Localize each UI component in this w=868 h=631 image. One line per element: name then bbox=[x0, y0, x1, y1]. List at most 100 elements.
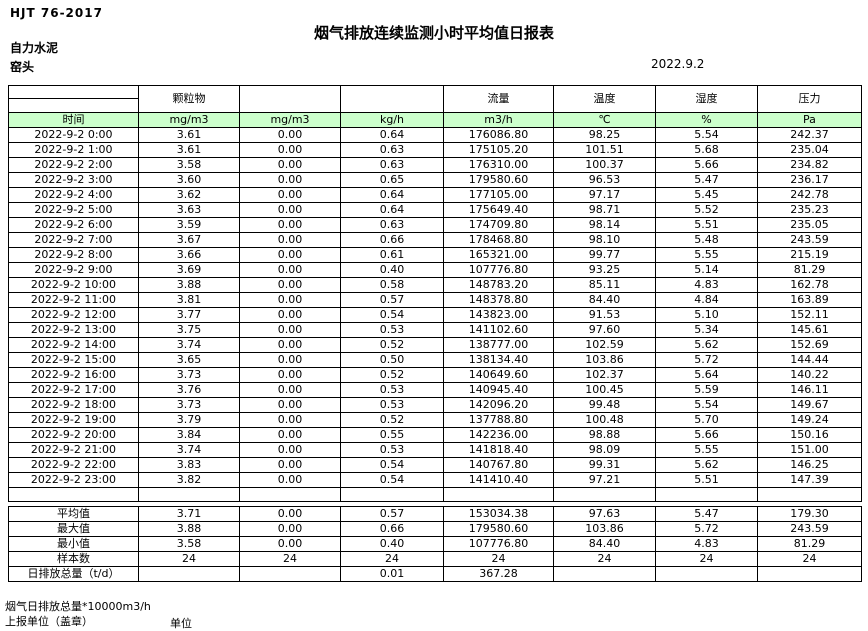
time-header-split-cell bbox=[8, 85, 139, 113]
table-row: 2022-9-2 14:00 3.74 0.00 0.52 138777.00 102.5… bbox=[8, 337, 862, 353]
row-label-cell: 2022-9-2 8:00 bbox=[8, 247, 139, 263]
split-cell-top bbox=[9, 87, 138, 99]
value-cell: 0.54 bbox=[340, 472, 444, 488]
value-cell: 0.53 bbox=[340, 382, 444, 398]
report-title: 烟气排放连续监测小时平均值日报表 bbox=[313, 24, 554, 42]
summary-value-cell bbox=[239, 566, 341, 583]
value-cell: 162.78 bbox=[757, 277, 862, 293]
summary-value-cell: 3.88 bbox=[138, 521, 240, 538]
value-cell: 3.63 bbox=[138, 202, 240, 218]
value-cell: 0.64 bbox=[340, 187, 444, 203]
table-row: 2022-9-2 5:00 3.63 0.00 0.64 175649.40 98.71 5… bbox=[8, 202, 862, 218]
row-label-cell: 2022-9-2 17:00 bbox=[8, 382, 139, 398]
value-cell: 0.63 bbox=[340, 142, 444, 158]
row-label-cell: 2022-9-2 18:00 bbox=[8, 397, 139, 413]
table-row: 2022-9-2 3:00 3.60 0.00 0.65 179580.60 96.53 5… bbox=[8, 172, 862, 188]
summary-value-cell: 0.01 bbox=[340, 566, 444, 583]
summary-value-cell: 81.29 bbox=[757, 536, 862, 553]
value-cell: 146.11 bbox=[757, 382, 862, 398]
value-cell: 138134.40 bbox=[443, 352, 554, 368]
summary-value-cell: 3.58 bbox=[138, 536, 240, 553]
value-cell: 5.54 bbox=[655, 397, 758, 413]
company-name: 自力水泥 bbox=[10, 41, 59, 55]
value-cell: 235.04 bbox=[757, 142, 862, 158]
table-row: 2022-9-2 6:00 3.59 0.00 0.63 174709.80 98.14 5… bbox=[8, 217, 862, 233]
table-row: 2022-9-2 22:00 3.83 0.00 0.54 140767.80 99.31… bbox=[8, 457, 862, 473]
value-cell: 5.45 bbox=[655, 187, 758, 203]
summary-value-cell: 0.00 bbox=[239, 521, 341, 538]
value-cell: 103.86 bbox=[553, 352, 656, 368]
value-cell: 147.39 bbox=[757, 472, 862, 488]
value-cell: 178468.80 bbox=[443, 232, 554, 248]
value-cell: 150.16 bbox=[757, 427, 862, 443]
parameter-header-row: 颗粒物 流量 温度 湿度 压力 bbox=[8, 85, 862, 113]
value-cell: 0.00 bbox=[239, 307, 341, 323]
value-cell: 97.21 bbox=[553, 472, 656, 488]
summary-table: 平均值 3.71 0.00 0.57 153034.38 97.63 5.47 179.30 最… bbox=[8, 506, 862, 583]
summary-value-cell: 107776.80 bbox=[443, 536, 554, 553]
row-label-cell: 2022-9-2 20:00 bbox=[8, 427, 139, 443]
row-label-cell: 日排放总量（t/d） bbox=[8, 566, 139, 583]
summary-value-cell: 0.57 bbox=[340, 506, 444, 523]
value-cell: 140945.40 bbox=[443, 382, 554, 398]
value-cell: 0.61 bbox=[340, 247, 444, 263]
value-cell: 242.78 bbox=[757, 187, 862, 203]
value-cell: 0.00 bbox=[239, 262, 341, 278]
value-cell: 3.75 bbox=[138, 322, 240, 338]
row-label-cell: 2022-9-2 14:00 bbox=[8, 337, 139, 353]
table-row: 2022-9-2 18:00 3.73 0.00 0.53 142096.20 99.48… bbox=[8, 397, 862, 413]
unit-header-row: 时间 mg/m3 mg/m3 kg/h m3/h ℃% Pa bbox=[8, 112, 862, 128]
value-cell: 5.72 bbox=[655, 352, 758, 368]
value-cell: 100.45 bbox=[553, 382, 656, 398]
table-row: 2022-9-2 8:00 3.66 0.00 0.61 165321.00 99.77 5… bbox=[8, 247, 862, 263]
table-row: 2022-9-2 4:00 3.62 0.00 0.64 177105.00 97.17 5… bbox=[8, 187, 862, 203]
value-cell: 0.57 bbox=[340, 292, 444, 308]
value-cell: 0.40 bbox=[340, 262, 444, 278]
value-cell: 0.00 bbox=[239, 277, 341, 293]
row-label-cell: 2022-9-2 10:00 bbox=[8, 277, 139, 293]
value-cell: 0.00 bbox=[239, 382, 341, 398]
value-cell: 0.50 bbox=[340, 352, 444, 368]
value-cell: 0.00 bbox=[239, 322, 341, 338]
table-row: 2022-9-2 21:00 3.74 0.00 0.53 141818.40 98.09… bbox=[8, 442, 862, 458]
summary-value-cell bbox=[757, 566, 862, 583]
value-cell: 98.25 bbox=[553, 127, 656, 143]
value-cell: 5.55 bbox=[655, 247, 758, 263]
value-cell: 236.17 bbox=[757, 172, 862, 188]
value-cell: 85.11 bbox=[553, 277, 656, 293]
row-label-cell: 2022-9-2 5:00 bbox=[8, 202, 139, 218]
value-cell: 84.40 bbox=[553, 292, 656, 308]
value-cell: 100.48 bbox=[553, 412, 656, 428]
value-cell: 5.70 bbox=[655, 412, 758, 428]
col-header-flow: 流量 bbox=[443, 85, 554, 113]
value-cell: 91.53 bbox=[553, 307, 656, 323]
value-cell: 140649.60 bbox=[443, 367, 554, 383]
table-row: 2022-9-2 23:00 3.82 0.00 0.54 141410.40 97.21… bbox=[8, 472, 862, 488]
summary-value-cell: 179.30 bbox=[757, 506, 862, 523]
value-cell: 5.14 bbox=[655, 262, 758, 278]
summary-row: 日排放总量（t/d） 0.01 367.28 bbox=[8, 566, 862, 583]
value-cell: 144.44 bbox=[757, 352, 862, 368]
summary-value-cell: 24 bbox=[757, 551, 862, 568]
table-row: 2022-9-2 19:00 3.79 0.00 0.52 137788.80 100.4… bbox=[8, 412, 862, 428]
value-cell: 3.69 bbox=[138, 262, 240, 278]
value-cell: 3.84 bbox=[138, 427, 240, 443]
value-cell: 149.24 bbox=[757, 412, 862, 428]
empty-cell bbox=[757, 486, 862, 503]
table-row: 2022-9-2 12:00 3.77 0.00 0.54 143823.00 91.53… bbox=[8, 307, 862, 323]
value-cell: 0.00 bbox=[239, 352, 341, 368]
value-cell: 3.88 bbox=[138, 277, 240, 293]
value-cell: 235.23 bbox=[757, 202, 862, 218]
value-cell: 176086.80 bbox=[443, 127, 554, 143]
table-row: 2022-9-2 13:00 3.75 0.00 0.53 141102.60 97.60… bbox=[8, 322, 862, 338]
value-cell: 107776.80 bbox=[443, 262, 554, 278]
value-cell: 175649.40 bbox=[443, 202, 554, 218]
summary-value-cell: 97.63 bbox=[553, 506, 656, 523]
value-cell: 0.58 bbox=[340, 277, 444, 293]
value-cell: 3.61 bbox=[138, 142, 240, 158]
value-cell: 3.73 bbox=[138, 367, 240, 383]
value-cell: 5.47 bbox=[655, 172, 758, 188]
value-cell: 151.00 bbox=[757, 442, 862, 458]
value-cell: 0.00 bbox=[239, 217, 341, 233]
report-date: 2022.9.2 bbox=[651, 57, 705, 71]
